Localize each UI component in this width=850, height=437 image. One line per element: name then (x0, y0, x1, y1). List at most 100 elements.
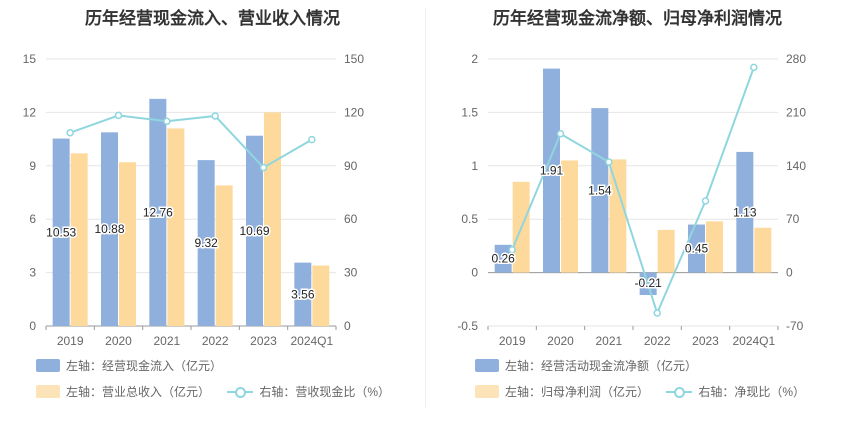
panel-divider (425, 8, 426, 408)
legend-swatch-bar (475, 385, 499, 398)
bar-3-series1 (591, 108, 609, 273)
data-label-3: 1.54 (588, 183, 612, 197)
chart-canvas: 0 0 3 30 6 60 9 90 12 120 15 150 2019 2020 2021 2022 202… (23, 52, 365, 348)
chart-legend: 左轴：营业总收入（亿元） 右轴：营收现金比（%） (36, 383, 404, 401)
line-point-4 (211, 112, 219, 120)
bar-6-series1 (736, 151, 754, 273)
line-point-5 (701, 197, 710, 205)
bar-3-series2 (167, 128, 185, 326)
bar-2-series2 (561, 160, 578, 273)
legend-label: 左轴：营业总收入（亿元） (66, 385, 211, 399)
chart-panel-right: 历年经营现金流净额、归母净利润情况 -0.5 -70 0 0 0.5 70 1 140 1.5 2… (425, 0, 850, 437)
y-tick-label-left: 1 (471, 159, 478, 173)
data-label-5: 0.45 (685, 242, 709, 256)
bar-1-series1 (494, 244, 512, 273)
legend-item-series2[interactable]: 左轴：归母净利润（亿元） (475, 383, 649, 400)
chart-legend: 左轴：经营现金流入（亿元） (36, 357, 236, 375)
bar-4-series2 (215, 185, 233, 326)
legend-item-series1[interactable]: 左轴：经营活动现金流净额（亿元） (475, 357, 697, 374)
y-tick-label-right: 210 (786, 105, 806, 119)
legend-item-series1[interactable]: 左轴：经营现金流入（亿元） (36, 357, 222, 374)
chart-panel-left: 历年经营现金流入、营业收入情况 0 0 3 30 6 60 9 90 12 120 15 150 201… (23, 9, 404, 401)
line-point-3 (605, 158, 613, 166)
x-tick-label: 2024Q1 (732, 334, 775, 348)
bar-2-series2 (119, 162, 136, 326)
line-point-2 (114, 111, 123, 120)
x-tick-label: 2022 (644, 334, 671, 348)
line-point-3 (163, 117, 171, 126)
y-tick-label-left: 2 (471, 52, 478, 66)
data-label-2: 1.91 (540, 164, 564, 178)
y-tick-label-left: 15 (23, 52, 37, 66)
bar-5-series1 (246, 135, 263, 326)
bar-6-series2 (754, 227, 772, 273)
x-tick-label: 2024Q1 (290, 334, 333, 348)
bar-2-series1 (543, 68, 560, 273)
y-tick-label-right: 60 (344, 212, 358, 226)
legend-swatch-line (666, 385, 693, 398)
data-label-2: 10.88 (94, 222, 124, 236)
line-point-1 (508, 245, 516, 254)
legend-label: 右轴：营收现金比（%） (259, 385, 391, 399)
bar-1-series2 (70, 153, 88, 326)
data-label-4: 9.32 (194, 236, 218, 250)
y-tick-label-right: 30 (344, 266, 358, 280)
bar-5-series2 (706, 221, 723, 273)
y-tick-label-left: 0 (471, 266, 478, 280)
data-label-5: 10.69 (239, 224, 269, 238)
line-point-5 (259, 163, 268, 172)
chart-title: 历年经营现金流入、营业收入情况 (85, 9, 340, 28)
chart-legend: 左轴：经营活动现金流净额（亿元） (475, 357, 711, 375)
y-tick-label-right: 70 (786, 212, 800, 226)
y-tick-label-left: 0.5 (461, 212, 478, 226)
y-tick-label-right: 90 (344, 159, 358, 173)
data-label-4: -0.21 (634, 276, 662, 290)
x-tick-label: 2019 (57, 334, 84, 348)
y-tick-label-left: 12 (23, 105, 37, 119)
y-tick-label-right: 0 (786, 266, 793, 280)
bar-5-series1 (688, 224, 705, 273)
legend-item-series3[interactable]: 右轴：营收现金比（%） (227, 383, 390, 400)
bar-6-series1 (294, 262, 312, 326)
chart-canvas: -0.5 -70 0 0 0.5 70 1 140 1.5 210 2 280 2019 2020 2021… (457, 52, 806, 348)
x-tick-label: 2021 (595, 334, 622, 348)
bar-4-series1 (197, 160, 215, 326)
x-tick-label: 2023 (250, 334, 277, 348)
y-tick-label-left: 3 (29, 266, 36, 280)
bar-3-series2 (609, 159, 627, 273)
legend-label: 左轴：归母净利润（亿元） (505, 385, 650, 399)
data-label-6: 1.13 (733, 205, 757, 219)
series-line (69, 114, 313, 169)
legend-label: 左轴：经营现金流入（亿元） (66, 359, 223, 373)
legend-item-series3[interactable]: 右轴：净现比（%） (666, 383, 805, 400)
line-point-6 (308, 135, 316, 144)
x-tick-label: 2019 (499, 334, 526, 348)
y-tick-label-left: 6 (29, 212, 36, 226)
legend-swatch-bar (475, 359, 499, 372)
bar-2-series1 (101, 132, 118, 326)
bar-6-series2 (312, 265, 330, 326)
line-point-6 (750, 63, 758, 72)
data-label-1: 0.26 (491, 252, 515, 266)
x-tick-label: 2020 (105, 334, 132, 348)
data-label-1: 10.53 (46, 225, 76, 239)
bar-4-series2 (657, 229, 675, 273)
y-tick-label-right: 150 (344, 52, 364, 66)
legend-label: 右轴：净现比（%） (698, 385, 806, 399)
y-tick-label-left: 1.5 (461, 105, 478, 119)
bar-1-series1 (52, 138, 70, 326)
data-label-6: 3.56 (291, 287, 315, 301)
x-tick-label: 2023 (692, 334, 719, 348)
bar-3-series1 (149, 98, 167, 326)
y-tick-label-left: 0 (29, 319, 36, 333)
x-tick-label: 2022 (202, 334, 229, 348)
bar-5-series2 (264, 112, 281, 327)
y-tick-label-right: 0 (344, 319, 351, 333)
data-label-3: 12.76 (143, 205, 173, 219)
x-tick-label: 2020 (547, 334, 574, 348)
chart-legend: 左轴：归母净利润（亿元） 右轴：净现比（%） (475, 383, 819, 401)
y-tick-label-right: 120 (344, 105, 364, 119)
y-tick-label-right: 140 (786, 159, 806, 173)
y-tick-label-right: 280 (786, 52, 806, 66)
legend-item-series2[interactable]: 左轴：营业总收入（亿元） (36, 383, 210, 400)
